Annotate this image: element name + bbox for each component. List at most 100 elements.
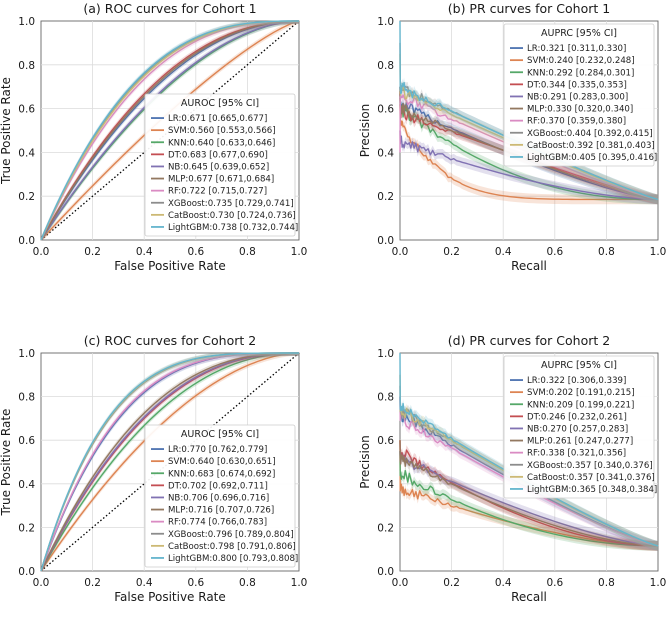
chance-diagonal <box>40 352 300 572</box>
legend-entry-mlp: MLP:0.261 [0.247,0.277] <box>527 437 633 447</box>
x-tick-label: 0.4 <box>136 246 153 258</box>
legend-entry-lr: LR:0.321 [0.311,0.330] <box>527 44 626 54</box>
legend-box <box>144 424 296 568</box>
y-tick-label: 0.0 <box>18 235 35 247</box>
ci-band-lr <box>400 391 658 551</box>
chart-title: (a) ROC curves for Cohort 1 <box>83 1 256 16</box>
series-line-svm <box>40 352 300 572</box>
series-line-lightgbm <box>40 352 299 572</box>
y-tick-label: 0.2 <box>18 191 35 203</box>
legend-entry-rf: RF:0.774 [0.766,0.783] <box>168 518 267 528</box>
x-tick-label: 0.2 <box>443 246 460 258</box>
x-tick-label: 0.8 <box>239 246 256 258</box>
x-tick-label: 0.6 <box>546 577 563 589</box>
y-tick-label: 0.2 <box>18 522 35 534</box>
x-tick-label: 0.0 <box>33 246 50 258</box>
legend-entry-knn: KNN:0.292 [0.284,0.301] <box>527 68 634 78</box>
y-tick-label: 0.2 <box>377 522 394 534</box>
y-tick-label: 0.6 <box>18 104 35 116</box>
y-tick-label: 0.8 <box>18 392 35 404</box>
ci-band-knn <box>400 446 658 551</box>
x-tick-label: 0.0 <box>33 577 50 589</box>
ci-band-mlp <box>400 435 658 551</box>
ci-band-knn <box>400 92 658 205</box>
legend-entry-rf: RF:0.338 [0.321,0.356] <box>527 449 626 459</box>
tick-labels: 0.0 0.2 0.4 0.6 0.8 1.0 0.0 0.2 0.4 0.6 0.8 1.0 <box>377 16 666 258</box>
tick-labels: 0.0 0.2 0.4 0.6 0.8 1.0 0.0 0.2 0.4 0.6 0.8 1.0 <box>18 348 307 589</box>
legend-entry-xgboost: XGBoost:0.357 [0.340,0.376] <box>527 461 653 471</box>
x-tick-label: 1.0 <box>650 246 667 258</box>
series-line-knn <box>399 451 659 547</box>
legend-entry-lightgbm: LightGBM:0.365 [0.348,0.384] <box>527 485 657 495</box>
series-line-catboost <box>399 53 659 201</box>
legend-entry-nb: NB:0.706 [0.696,0.716] <box>168 493 269 503</box>
legend-entry-mlp: MLP:0.677 [0.671,0.684] <box>168 175 274 185</box>
legend-entry-lr: LR:0.671 [0.665,0.677] <box>168 114 267 124</box>
ci-band-xgboost <box>400 380 658 551</box>
legend-entry-svm: SVM:0.640 [0.630,0.651] <box>168 457 276 467</box>
series-line-mlp <box>40 352 300 572</box>
series-line-svm <box>399 104 659 201</box>
legend-entry-knn: KNN:0.209 [0.199,0.221] <box>527 400 634 410</box>
ci-band-rf <box>400 391 658 551</box>
chart-title: (b) PR curves for Cohort 1 <box>448 1 610 16</box>
y-tick-label: 0.0 <box>377 566 394 578</box>
legend-entry-mlp: MLP:0.330 [0.320,0.340] <box>527 105 633 115</box>
series-line-nb <box>399 451 659 547</box>
x-axis-label: False Positive Rate <box>114 590 226 604</box>
legend-entry-dt: DT:0.246 [0.232,0.261] <box>527 412 627 422</box>
series-group <box>399 352 659 551</box>
legend-entry-dt: DT:0.344 [0.335,0.353] <box>527 80 627 90</box>
x-tick-label: 0.4 <box>495 246 512 258</box>
ci-band-catboost <box>400 370 658 551</box>
legend: AUPRC [95% CI] LR:0.322 [0.306,0.339] SVM:… <box>503 355 657 499</box>
x-tick-label: 0.6 <box>187 577 204 589</box>
legend-entry-nb: NB:0.291 [0.283,0.300] <box>527 92 628 102</box>
x-tick-label: 0.2 <box>84 577 101 589</box>
legend-entry-knn: KNN:0.640 [0.633,0.646] <box>168 138 275 148</box>
series-line-mlp <box>399 86 659 201</box>
chance-diagonal <box>40 20 300 241</box>
legend-entry-svm: SVM:0.202 [0.191,0.215] <box>527 388 635 398</box>
series-line-rf <box>399 396 659 547</box>
y-tick-label: 0.8 <box>18 60 35 72</box>
x-tick-label: 1.0 <box>291 246 308 258</box>
legend-entry-dt: DT:0.683 [0.677,0.690] <box>168 150 268 160</box>
x-tick-label: 0.0 <box>392 246 409 258</box>
legend-entry-catboost: CatBoost:0.798 [0.791,0.806] <box>168 542 296 552</box>
legend-entry-rf: RF:0.722 [0.715,0.727] <box>168 187 267 197</box>
legend-entry-catboost: CatBoost:0.392 [0.381,0.403] <box>527 141 655 151</box>
series-group <box>40 20 300 241</box>
ci-band-xgboost <box>400 38 658 205</box>
legend-entry-nb: NB:0.645 [0.639,0.652] <box>168 162 269 172</box>
series-line-nb <box>399 130 659 201</box>
legend-entry-lightgbm: LightGBM:0.800 [0.793,0.808] <box>168 554 298 564</box>
series-line-knn <box>399 97 659 201</box>
legend-title: AUPRC [95% CI] <box>541 360 617 371</box>
ci-band-catboost <box>400 49 658 205</box>
y-axis-label: True Positive Rate <box>0 409 13 517</box>
x-axis-label: Recall <box>511 259 547 273</box>
chart-panel-roc1: 0.0 0.2 0.4 0.6 0.8 1.0 0.0 0.2 0.4 0.6 0.8 1.0 (a) … <box>0 1 307 273</box>
series-group <box>399 20 659 205</box>
ci-band-nb <box>400 446 658 551</box>
x-tick-label: 0.6 <box>546 246 563 258</box>
legend: AUPRC [95% CI] LR:0.321 [0.311,0.330] SVM:… <box>503 23 657 167</box>
y-tick-label: 1.0 <box>377 16 394 28</box>
legend-entry-svm: SVM:0.560 [0.553,0.566] <box>168 126 276 136</box>
series-line-mlp <box>40 20 300 241</box>
series-line-lightgbm <box>399 20 659 201</box>
legend-entry-dt: DT:0.702 [0.692,0.711] <box>168 481 268 491</box>
series-line-mlp <box>399 440 659 547</box>
y-tick-label: 1.0 <box>377 348 394 360</box>
legend-title: AUPRC [95% CI] <box>541 28 617 39</box>
legend-entry-mlp: MLP:0.716 [0.707,0.726] <box>168 506 274 516</box>
ci-band-dt <box>41 353 299 571</box>
tick-labels: 0.0 0.2 0.4 0.6 0.8 1.0 0.0 0.2 0.4 0.6 0.8 1.0 <box>18 16 307 258</box>
y-tick-label: 0.4 <box>377 479 394 491</box>
legend-entry-lightgbm: LightGBM:0.405 [0.395,0.416] <box>527 153 657 163</box>
legend-title: AUROC [95% CI] <box>181 429 259 440</box>
legend-box <box>503 355 655 499</box>
ci-band-nb <box>400 125 658 205</box>
